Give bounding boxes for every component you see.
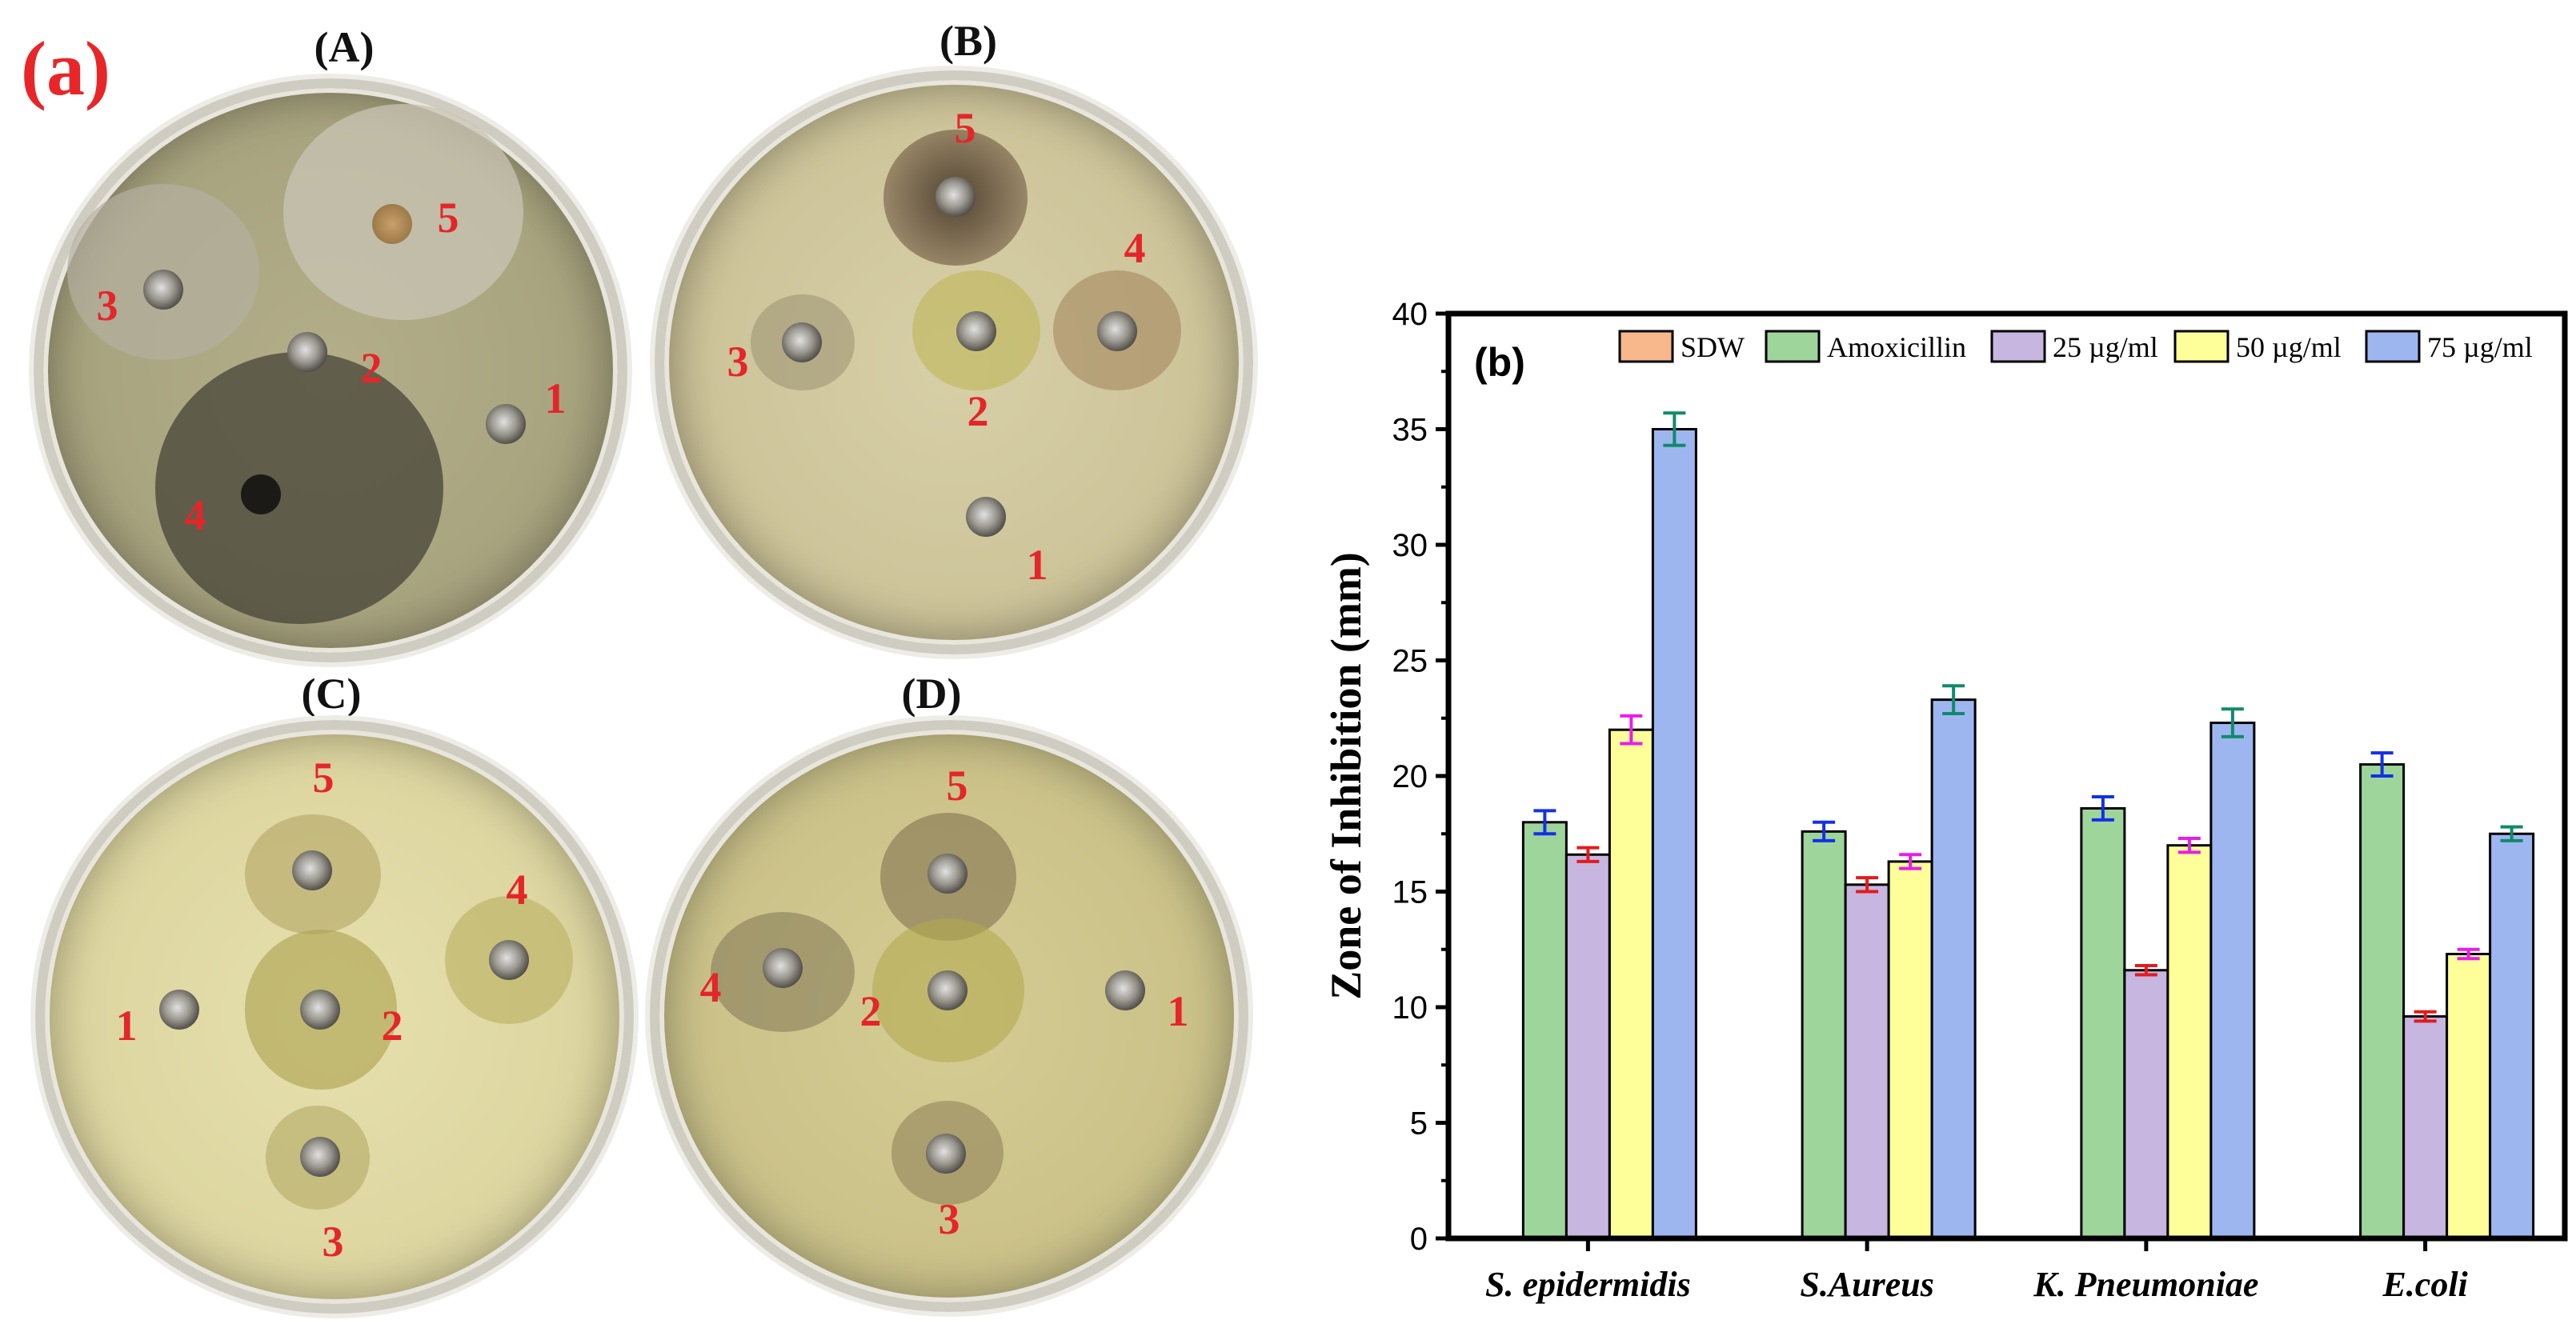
well-number: 3 xyxy=(938,1195,960,1243)
legend-swatch xyxy=(2365,330,2421,363)
legend-swatch xyxy=(1990,330,2046,363)
bar-50-g-ml xyxy=(1887,860,1933,1240)
y-tick-label: 35 xyxy=(1392,413,1428,448)
bar-50-g-ml xyxy=(2446,953,2492,1240)
y-tick-label: 0 xyxy=(1410,1222,1428,1257)
petri-dish-d: 5 4 2 1 3 xyxy=(650,720,1248,1312)
well-a3 xyxy=(143,270,183,310)
y-tick-label: 10 xyxy=(1392,990,1428,1026)
well-number: 1 xyxy=(1167,987,1189,1035)
bar-25-g-ml xyxy=(1564,853,1611,1240)
legend-swatch xyxy=(1618,330,1674,363)
well-number: 5 xyxy=(437,194,459,242)
well-number: 2 xyxy=(967,387,989,435)
y-tick-label: 20 xyxy=(1392,759,1428,794)
plate-title-d: (D) xyxy=(901,670,962,718)
y-tick-label: 40 xyxy=(1392,297,1428,332)
y-tick-label: 15 xyxy=(1392,875,1428,910)
well-number: 1 xyxy=(544,374,567,422)
y-tick-label: 25 xyxy=(1392,644,1428,679)
well-number: 3 xyxy=(727,338,749,386)
inhibition-zone-a4 xyxy=(155,352,443,624)
well-number: 3 xyxy=(96,282,118,330)
bar-25-g-ml xyxy=(2123,969,2169,1240)
bar-25-g-ml xyxy=(1844,883,1890,1240)
well-c3 xyxy=(300,1137,340,1177)
bar-75-g-ml xyxy=(2209,722,2256,1240)
bar-25-g-ml xyxy=(2402,1015,2449,1240)
well-d5 xyxy=(927,854,968,894)
bar-amoxicillin xyxy=(1521,821,1568,1240)
plate-title-c: (C) xyxy=(301,670,362,718)
bar-amoxicillin xyxy=(1801,830,1847,1240)
petri-dish-b: 5 4 3 2 1 xyxy=(655,70,1253,654)
well-number: 4 xyxy=(1124,224,1146,272)
well-d4 xyxy=(763,948,803,988)
well-c4 xyxy=(489,940,529,980)
well-d3 xyxy=(926,1134,966,1174)
legend-swatch xyxy=(1765,330,1821,363)
well-number: 5 xyxy=(946,762,968,810)
plate-title-b: (B) xyxy=(939,17,997,65)
legend-label: SDW xyxy=(1681,331,1745,363)
x-tick-label: E.coli xyxy=(2382,1265,2468,1304)
well-b4 xyxy=(1097,311,1137,351)
bar-amoxicillin xyxy=(2359,763,2406,1240)
well-a4 xyxy=(241,474,281,514)
well-b1 xyxy=(966,497,1006,537)
well-number: 4 xyxy=(699,963,722,1011)
bar-75-g-ml xyxy=(1930,698,1977,1240)
well-number: 1 xyxy=(115,1002,138,1050)
well-a2 xyxy=(287,332,327,372)
well-c1 xyxy=(159,990,199,1030)
panel-label-a: (a) xyxy=(21,26,110,111)
well-c2 xyxy=(300,990,340,1030)
well-number: 2 xyxy=(381,1002,403,1050)
legend-label: 50 µg/ml xyxy=(2236,331,2342,363)
x-tick-label: K. Pneumoniae xyxy=(2033,1265,2258,1304)
well-b3 xyxy=(782,322,822,362)
well-number: 5 xyxy=(312,754,335,802)
plate-title-a: (A) xyxy=(314,23,375,71)
bar-50-g-ml xyxy=(2166,844,2213,1240)
legend-label: 25 µg/ml xyxy=(2053,331,2158,363)
y-tick-label: 30 xyxy=(1392,528,1428,563)
well-number: 5 xyxy=(954,104,976,152)
well-number: 2 xyxy=(859,987,882,1035)
well-number: 4 xyxy=(506,866,528,914)
well-number: 1 xyxy=(1026,541,1048,589)
bar-50-g-ml xyxy=(1608,728,1654,1240)
well-a5 xyxy=(372,204,412,244)
bar-75-g-ml xyxy=(2489,832,2535,1240)
well-d2 xyxy=(927,970,968,1010)
well-b5 xyxy=(935,177,976,217)
bar-75-g-ml xyxy=(1651,428,1697,1240)
legend-swatch xyxy=(2173,330,2229,363)
well-number: 2 xyxy=(360,344,383,392)
bar-amoxicillin xyxy=(2080,806,2126,1240)
well-a1 xyxy=(486,404,526,444)
well-b2 xyxy=(956,311,996,351)
panel-label-b: (b) xyxy=(1474,340,1525,385)
legend-label: Amoxicillin xyxy=(1827,331,1966,363)
well-d1 xyxy=(1105,970,1145,1010)
y-tick-label: 5 xyxy=(1410,1106,1428,1142)
well-number: 4 xyxy=(184,491,206,539)
legend-label: 75 µg/ml xyxy=(2427,331,2533,363)
x-tick-label: S. epidermidis xyxy=(1485,1265,1691,1304)
well-number: 3 xyxy=(322,1218,344,1266)
x-tick-label: S.Aureus xyxy=(1800,1265,1934,1304)
y-axis-label: Zone of Inhibition (mm) xyxy=(1322,552,1370,1000)
well-c5 xyxy=(292,850,332,890)
